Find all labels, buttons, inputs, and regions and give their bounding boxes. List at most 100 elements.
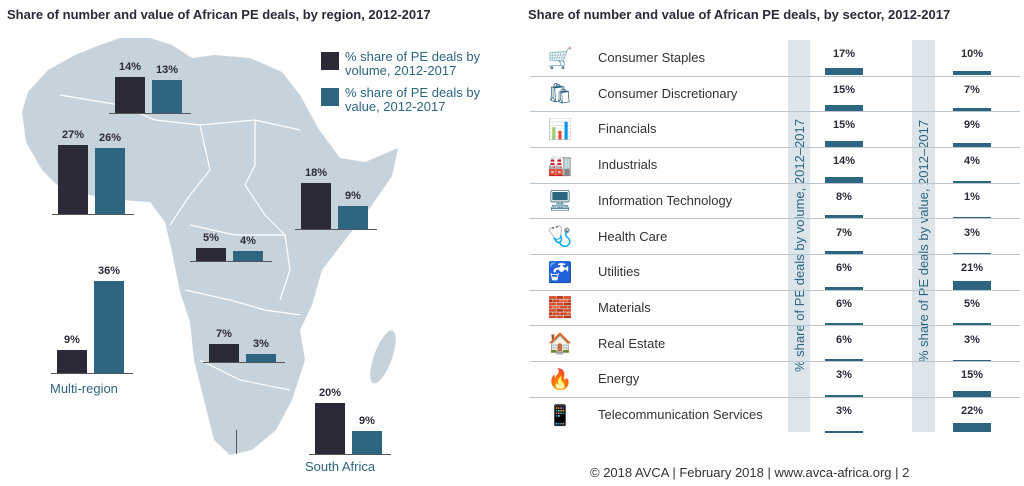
region-value-label: 9% — [64, 334, 80, 347]
sector-value-label: 14% — [832, 155, 856, 168]
region-bar-volume — [58, 145, 88, 214]
flame-icon: 🔥 — [547, 368, 573, 391]
shopping-cart-icon: 🛒 — [547, 47, 573, 70]
bricks-icon: 🧱 — [547, 297, 573, 320]
legend-value-swatch — [321, 88, 339, 106]
region-bar-value — [338, 206, 368, 229]
sector-bar-value — [953, 71, 991, 76]
sector-label: Consumer Staples — [598, 50, 705, 65]
region-baseline — [51, 373, 133, 374]
sector-value-label: 21% — [960, 262, 984, 275]
sector-bar-volume — [825, 322, 863, 326]
sector-value-label: 1% — [964, 190, 980, 203]
region-baseline — [52, 214, 134, 215]
sector-value-label: 3% — [836, 405, 852, 417]
region-baseline — [203, 362, 285, 363]
region-bar-value — [94, 281, 124, 373]
region-value-label: 9% — [345, 190, 361, 203]
madagascar-shape — [370, 330, 396, 384]
region-baseline — [190, 261, 272, 262]
sector-bar-value — [953, 108, 991, 112]
tap-icon: 🚰 — [547, 261, 573, 284]
sector-value-label: 15% — [832, 83, 856, 96]
sector-bar-value — [953, 359, 991, 362]
legend-volume-swatch — [321, 52, 339, 70]
region-bar-value — [246, 354, 276, 362]
volume-column-band — [788, 40, 810, 432]
africa-shape — [22, 38, 398, 455]
sector-value-label: 17% — [832, 48, 856, 60]
region-bar-volume — [315, 403, 345, 454]
sector-value-label: 6% — [836, 333, 852, 346]
region-value-label: 3% — [253, 338, 269, 351]
house-icon: 🏠 — [547, 333, 573, 356]
sector-bar-value — [953, 390, 991, 397]
borders — [59, 94, 301, 391]
region-value-label: 7% — [216, 328, 232, 341]
sector-label: Information Technology — [598, 192, 733, 208]
row-divider — [530, 361, 1020, 363]
sector-label: Telecommunication Services — [598, 407, 763, 422]
sector-bar-volume — [825, 214, 863, 219]
sector-value-label: 7% — [964, 83, 980, 96]
legend-value-label: % share of PE deals by value, 2012-2017 — [345, 85, 481, 114]
row-divider — [530, 218, 1020, 220]
stethoscope-icon: 🩺 — [547, 226, 573, 248]
region-bar-value — [233, 250, 263, 261]
region-bar-volume — [196, 248, 226, 261]
region-value-label: 13% — [155, 63, 179, 76]
region-value-label: 14% — [118, 61, 142, 74]
legend-volume-label: % share of PE deals by volume, 2012-2017 — [345, 49, 481, 78]
buildings-icon: 🏭 — [547, 154, 573, 177]
sector-value-label: 3% — [836, 369, 852, 382]
value-column-band — [912, 40, 935, 432]
sector-value-label: 4% — [964, 155, 980, 168]
sector-value-label: 10% — [960, 48, 984, 60]
sector-bar-volume — [825, 68, 863, 76]
sector-bar-volume — [825, 431, 863, 433]
shopping-bag-icon: 🛍 — [547, 83, 573, 106]
region-value-label: 26% — [98, 131, 122, 144]
sector-value-label: 3% — [964, 226, 980, 239]
sector-bar-value — [953, 143, 991, 147]
sector-bar-value — [953, 323, 991, 326]
sector-value-label: 6% — [836, 262, 852, 275]
region-bar-volume — [209, 344, 239, 362]
south-africa-leader-line — [236, 430, 237, 454]
region-bar-value — [152, 79, 182, 113]
region-bar-value — [352, 431, 382, 454]
region-value-label: 36% — [97, 265, 121, 278]
sector-label: Consumer Discretionary — [598, 85, 738, 101]
region-baseline — [309, 454, 391, 455]
footer: © 2018 AVCA | February 2018 | www.avca-a… — [590, 465, 910, 480]
region-chart-title: Share of number and value of African PE … — [7, 7, 431, 22]
region-value-label: 5% — [203, 232, 219, 245]
sector-value-label: 5% — [964, 297, 980, 310]
sector-label: Industrials — [598, 157, 658, 173]
row-divider — [530, 111, 1020, 113]
sector-bar-volume — [825, 287, 863, 290]
africa-map — [22, 38, 398, 455]
sector-value-label: 3% — [964, 333, 980, 346]
region-value-label: 20% — [318, 387, 342, 399]
row-divider — [530, 146, 1020, 148]
region-bar-value — [95, 147, 125, 214]
sector-value-label: 15% — [832, 119, 856, 132]
sector-bar-volume — [825, 176, 863, 183]
sector-value-label: 8% — [836, 190, 852, 203]
row-divider — [530, 254, 1020, 255]
sector-label: Health Care — [598, 228, 668, 244]
sector-bar-volume — [825, 140, 863, 147]
sector-label: Utilities — [598, 264, 640, 280]
region-bar-volume — [57, 350, 87, 373]
sector-bar-volume — [825, 251, 863, 254]
phone-icon: 📱 — [547, 404, 573, 427]
multi-region-label: Multi-region — [50, 381, 118, 396]
row-divider — [530, 182, 1020, 184]
sector-label: Energy — [598, 371, 640, 387]
row-divider — [530, 396, 1020, 398]
bar-chart-icon: 📊 — [547, 118, 573, 141]
sector-bar-volume — [825, 395, 863, 397]
sector-label: Real Estate — [598, 335, 666, 351]
region-value-label: 9% — [359, 415, 375, 428]
